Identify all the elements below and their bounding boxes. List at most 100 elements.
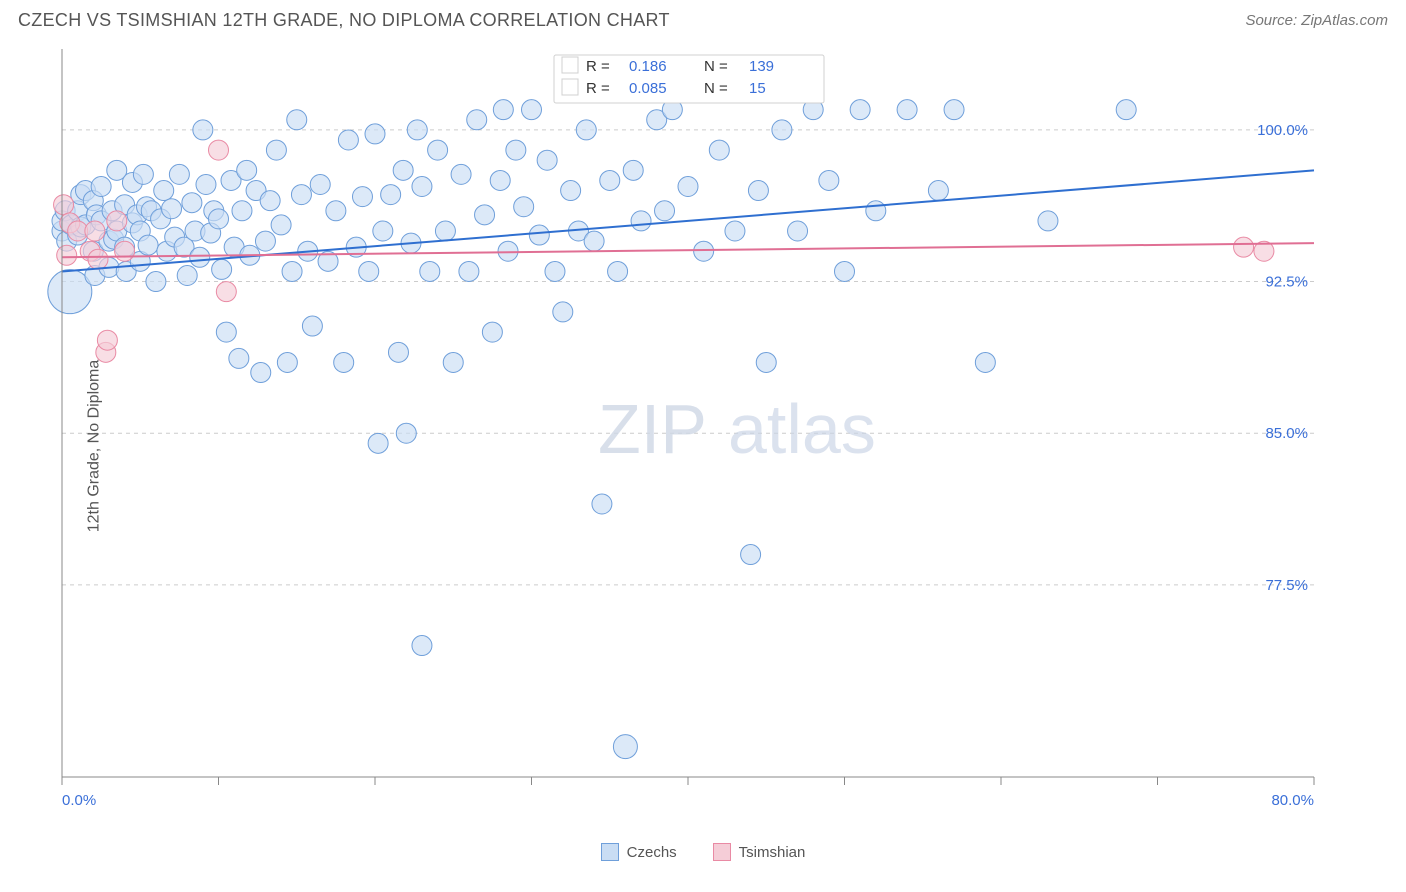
data-point bbox=[975, 352, 995, 372]
data-point bbox=[493, 100, 513, 120]
data-point bbox=[613, 735, 637, 759]
data-point bbox=[772, 120, 792, 140]
svg-text:N =: N = bbox=[704, 80, 728, 97]
data-point bbox=[310, 174, 330, 194]
data-point bbox=[291, 185, 311, 205]
y-tick-label: 92.5% bbox=[1265, 274, 1308, 291]
data-point bbox=[537, 150, 557, 170]
data-point bbox=[237, 160, 257, 180]
data-point bbox=[1038, 211, 1058, 231]
data-point bbox=[182, 193, 202, 213]
data-point bbox=[388, 342, 408, 362]
data-point bbox=[154, 181, 174, 201]
legend-label: Tsimshian bbox=[739, 844, 806, 861]
data-point bbox=[866, 201, 886, 221]
data-point bbox=[709, 140, 729, 160]
data-point bbox=[835, 261, 855, 281]
data-point bbox=[209, 140, 229, 160]
data-point bbox=[631, 211, 651, 231]
data-point bbox=[57, 245, 77, 265]
data-point bbox=[251, 363, 271, 383]
y-tick-label: 85.0% bbox=[1265, 425, 1308, 442]
data-point bbox=[741, 545, 761, 565]
data-point bbox=[748, 181, 768, 201]
data-point bbox=[678, 177, 698, 197]
chart-header: CZECH VS TSIMSHIAN 12TH GRADE, NO DIPLOM… bbox=[0, 0, 1406, 37]
legend-item: Czechs bbox=[601, 843, 677, 861]
data-point bbox=[107, 211, 127, 231]
data-point bbox=[352, 187, 372, 207]
data-point bbox=[212, 259, 232, 279]
data-point bbox=[482, 322, 502, 342]
data-point bbox=[576, 120, 596, 140]
data-point bbox=[365, 124, 385, 144]
data-point bbox=[655, 201, 675, 221]
data-point bbox=[897, 100, 917, 120]
data-point bbox=[85, 221, 105, 241]
data-point bbox=[277, 352, 297, 372]
data-point bbox=[338, 130, 358, 150]
data-point bbox=[694, 241, 714, 261]
data-point bbox=[216, 282, 236, 302]
data-point bbox=[506, 140, 526, 160]
data-point bbox=[944, 100, 964, 120]
chart-wrap: 12th Grade, No Diploma 77.5%85.0%92.5%10… bbox=[14, 37, 1392, 855]
data-point bbox=[266, 140, 286, 160]
data-point bbox=[133, 164, 153, 184]
data-point bbox=[97, 330, 117, 350]
data-point bbox=[91, 177, 111, 197]
data-point bbox=[54, 195, 74, 215]
data-point bbox=[600, 170, 620, 190]
svg-text:15: 15 bbox=[749, 80, 766, 97]
data-point bbox=[529, 225, 549, 245]
legend-label: Czechs bbox=[627, 844, 677, 861]
data-point bbox=[850, 100, 870, 120]
data-point bbox=[451, 164, 471, 184]
data-point bbox=[592, 494, 612, 514]
data-point bbox=[475, 205, 495, 225]
legend-item: Tsimshian bbox=[713, 843, 806, 861]
chart-title: CZECH VS TSIMSHIAN 12TH GRADE, NO DIPLOM… bbox=[18, 10, 670, 31]
source-label: Source: ZipAtlas.com bbox=[1245, 12, 1388, 29]
data-point bbox=[623, 160, 643, 180]
data-point bbox=[229, 348, 249, 368]
data-point bbox=[561, 181, 581, 201]
svg-text:ZIP: ZIP bbox=[598, 390, 707, 468]
data-point bbox=[177, 265, 197, 285]
x-tick-label: 0.0% bbox=[62, 792, 96, 809]
data-point bbox=[138, 235, 158, 255]
svg-text:R =: R = bbox=[586, 58, 610, 75]
data-point bbox=[393, 160, 413, 180]
data-point bbox=[326, 201, 346, 221]
data-point bbox=[788, 221, 808, 241]
data-point bbox=[407, 120, 427, 140]
legend-swatch bbox=[713, 843, 731, 861]
data-point bbox=[368, 433, 388, 453]
data-point bbox=[514, 197, 534, 217]
data-point bbox=[260, 191, 280, 211]
y-axis-label: 12th Grade, No Diploma bbox=[85, 360, 103, 533]
data-point bbox=[553, 302, 573, 322]
legend-bottom: Czechs Tsimshian bbox=[14, 843, 1392, 861]
data-point bbox=[412, 636, 432, 656]
data-point bbox=[146, 272, 166, 292]
data-point bbox=[169, 164, 189, 184]
data-point bbox=[1116, 100, 1136, 120]
svg-text:0.085: 0.085 bbox=[629, 80, 667, 97]
data-point bbox=[302, 316, 322, 336]
data-point bbox=[608, 261, 628, 281]
data-point bbox=[545, 261, 565, 281]
data-point bbox=[725, 221, 745, 241]
data-point bbox=[190, 247, 210, 267]
data-point bbox=[359, 261, 379, 281]
data-point bbox=[819, 170, 839, 190]
data-point bbox=[255, 231, 275, 251]
data-point bbox=[428, 140, 448, 160]
svg-text:139: 139 bbox=[749, 58, 774, 75]
data-point bbox=[282, 261, 302, 281]
data-point bbox=[271, 215, 291, 235]
svg-text:N =: N = bbox=[704, 58, 728, 75]
svg-text:0.186: 0.186 bbox=[629, 58, 667, 75]
data-point bbox=[522, 100, 542, 120]
data-point bbox=[396, 423, 416, 443]
